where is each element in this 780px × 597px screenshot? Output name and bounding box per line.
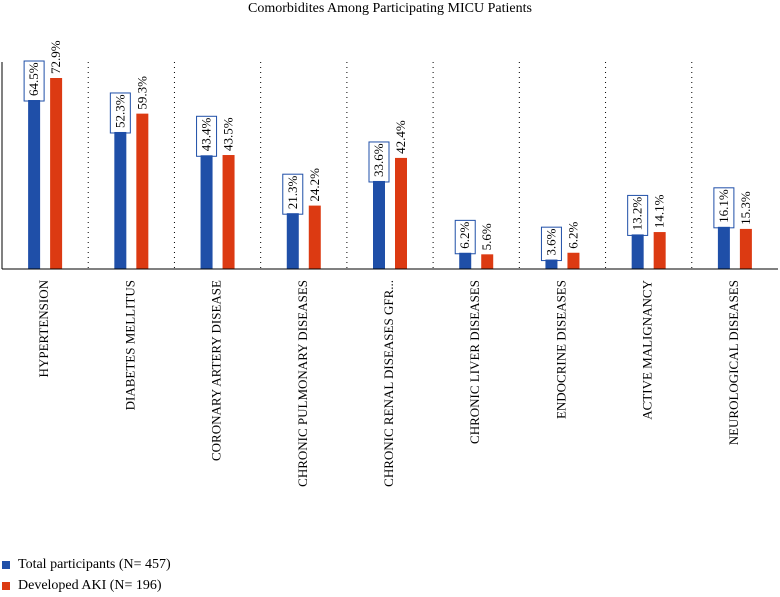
data-label-aki: 15.3% <box>738 191 753 225</box>
bar-aki <box>739 228 752 269</box>
bar-aki <box>222 155 235 269</box>
bar-total <box>286 213 299 269</box>
bar-total <box>373 180 385 269</box>
bar-total <box>459 252 472 269</box>
legend-label-total: Total participants (N= 457) <box>18 557 171 572</box>
data-label-box <box>23 60 45 102</box>
bar-aki <box>567 252 580 269</box>
bar-aki <box>136 113 149 269</box>
data-label-box <box>196 115 218 157</box>
data-label-box <box>109 92 131 134</box>
category-tick-label: ENDOCRINE DISEASES <box>553 280 568 419</box>
category-tick-label: ACTIVE MALIGNANCY <box>640 279 655 419</box>
data-label-total: 6.2% <box>457 222 472 249</box>
data-label-box <box>454 219 476 255</box>
data-label-total: 52.3% <box>112 94 127 128</box>
category-tick-label: HYPERTENSION <box>36 279 51 377</box>
data-label-aki: 42.4% <box>393 120 408 154</box>
data-label-total: 3.6% <box>543 228 558 255</box>
bar-aki <box>308 205 321 269</box>
category-tick-label: CHRONIC RENAL DISEASES GFR... <box>381 280 396 487</box>
category-tick-label: CHRONIC PULMONARY DISEASES <box>295 280 310 487</box>
category-tick-label: DIABETES MELLITUS <box>122 280 137 410</box>
bar-total <box>717 226 730 269</box>
data-label-box <box>282 173 304 215</box>
data-label-aki: 6.2% <box>565 222 580 249</box>
data-label-aki: 5.6% <box>479 223 494 250</box>
data-label-box <box>713 187 735 229</box>
bar-total <box>545 259 558 269</box>
bar-total <box>631 234 644 269</box>
chart-title: Comorbidites Among Participating MICU Pa… <box>248 1 532 16</box>
data-label-aki: 24.2% <box>307 168 322 202</box>
data-label-aki: 14.1% <box>652 194 667 228</box>
bar-total <box>200 155 213 269</box>
legend-item-total: Total participants (N= 457) <box>2 556 171 574</box>
legend-label-aki: Developed AKI (N= 196) <box>18 578 162 593</box>
bar-total <box>28 100 41 269</box>
bar-aki <box>481 254 494 269</box>
data-label-total: 21.3% <box>285 175 300 209</box>
category-tick-label: CORONARY ARTERY DISEASE <box>209 280 224 461</box>
data-label-box <box>540 226 562 262</box>
data-label-total: 33.6% <box>371 143 386 177</box>
bar-aki <box>50 78 63 269</box>
category-tick-label: CHRONIC LIVER DISEASES <box>467 280 482 444</box>
category-tick-label: NEUROLOGICAL DISEASES <box>726 280 741 445</box>
data-label-aki: 59.3% <box>134 76 149 110</box>
data-label-total: 43.4% <box>199 118 214 152</box>
bar-aki <box>653 232 666 269</box>
legend-swatch-aki <box>2 582 10 590</box>
legend-item-aki: Developed AKI (N= 196) <box>2 577 162 595</box>
data-label-total: 13.2% <box>630 197 645 231</box>
data-label-aki: 72.9% <box>48 40 63 74</box>
data-label-box <box>627 194 649 236</box>
bar-total <box>114 131 127 269</box>
legend-swatch-total <box>2 561 10 569</box>
data-label-box <box>368 141 390 183</box>
data-label-aki: 43.5% <box>221 117 236 151</box>
data-label-total: 16.1% <box>716 189 731 223</box>
data-label-total: 64.5% <box>26 62 41 96</box>
bar-aki <box>395 157 407 269</box>
